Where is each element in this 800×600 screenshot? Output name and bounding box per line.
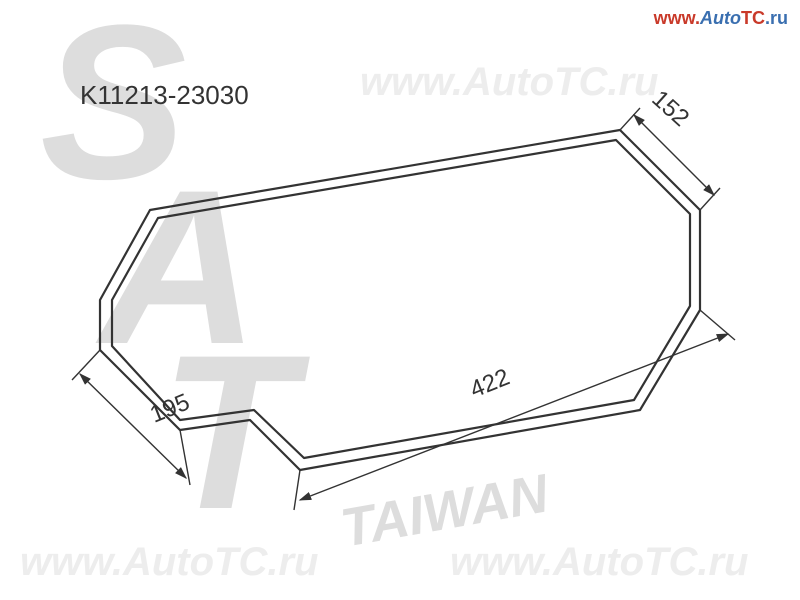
url-auto: Auto [700, 8, 741, 28]
gasket-inner [112, 140, 690, 458]
dim-len-ext2 [294, 470, 300, 510]
dim-top-ext1 [620, 108, 640, 130]
dim-bot-line [80, 374, 186, 478]
url-tc: TC [741, 8, 765, 28]
dim-len-ext1 [700, 310, 735, 340]
site-url: www.AutoTC.ru [654, 8, 788, 29]
url-www: www. [654, 8, 700, 28]
url-ru: .ru [765, 8, 788, 28]
part-number: K11213-23030 [80, 80, 249, 111]
dim-bot-ext2 [72, 350, 100, 380]
dim-len-line [300, 334, 728, 500]
